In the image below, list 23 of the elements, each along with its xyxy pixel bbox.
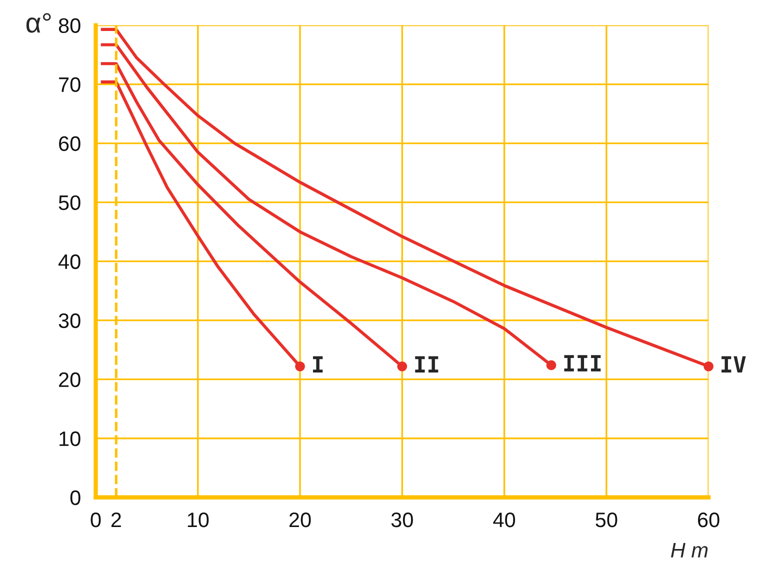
x-tick-label: 30 (391, 512, 413, 528)
y-tick-label: 80 (58, 18, 80, 34)
y-tick-label: 70 (59, 77, 80, 92)
x-tick-label: 10 (188, 512, 209, 528)
y-tick-label: 0 (70, 490, 80, 506)
y-tick-label: 60 (59, 136, 80, 152)
x-tick-label: 0 (90, 512, 101, 528)
y-tick-label: 40 (58, 254, 80, 270)
x-tick-label: 50 (596, 512, 618, 528)
x-tick-label: 2 (111, 512, 121, 528)
y-tick-label: 20 (59, 372, 80, 388)
y-axis-title: α° (26, 13, 51, 33)
y-tick-label: 50 (58, 195, 80, 210)
annotation: I (312, 356, 323, 372)
annotation: III (564, 355, 601, 372)
x-tick-label: 20 (289, 512, 311, 528)
y-tick-label: 10 (60, 431, 80, 446)
x-tick-label: 40 (493, 512, 516, 528)
annotation: II (415, 356, 438, 372)
y-tick-label: 30 (58, 313, 80, 328)
x-axis-title: H m (671, 542, 708, 558)
x-tick-label: 60 (698, 512, 720, 528)
annotation: IV (722, 356, 746, 372)
